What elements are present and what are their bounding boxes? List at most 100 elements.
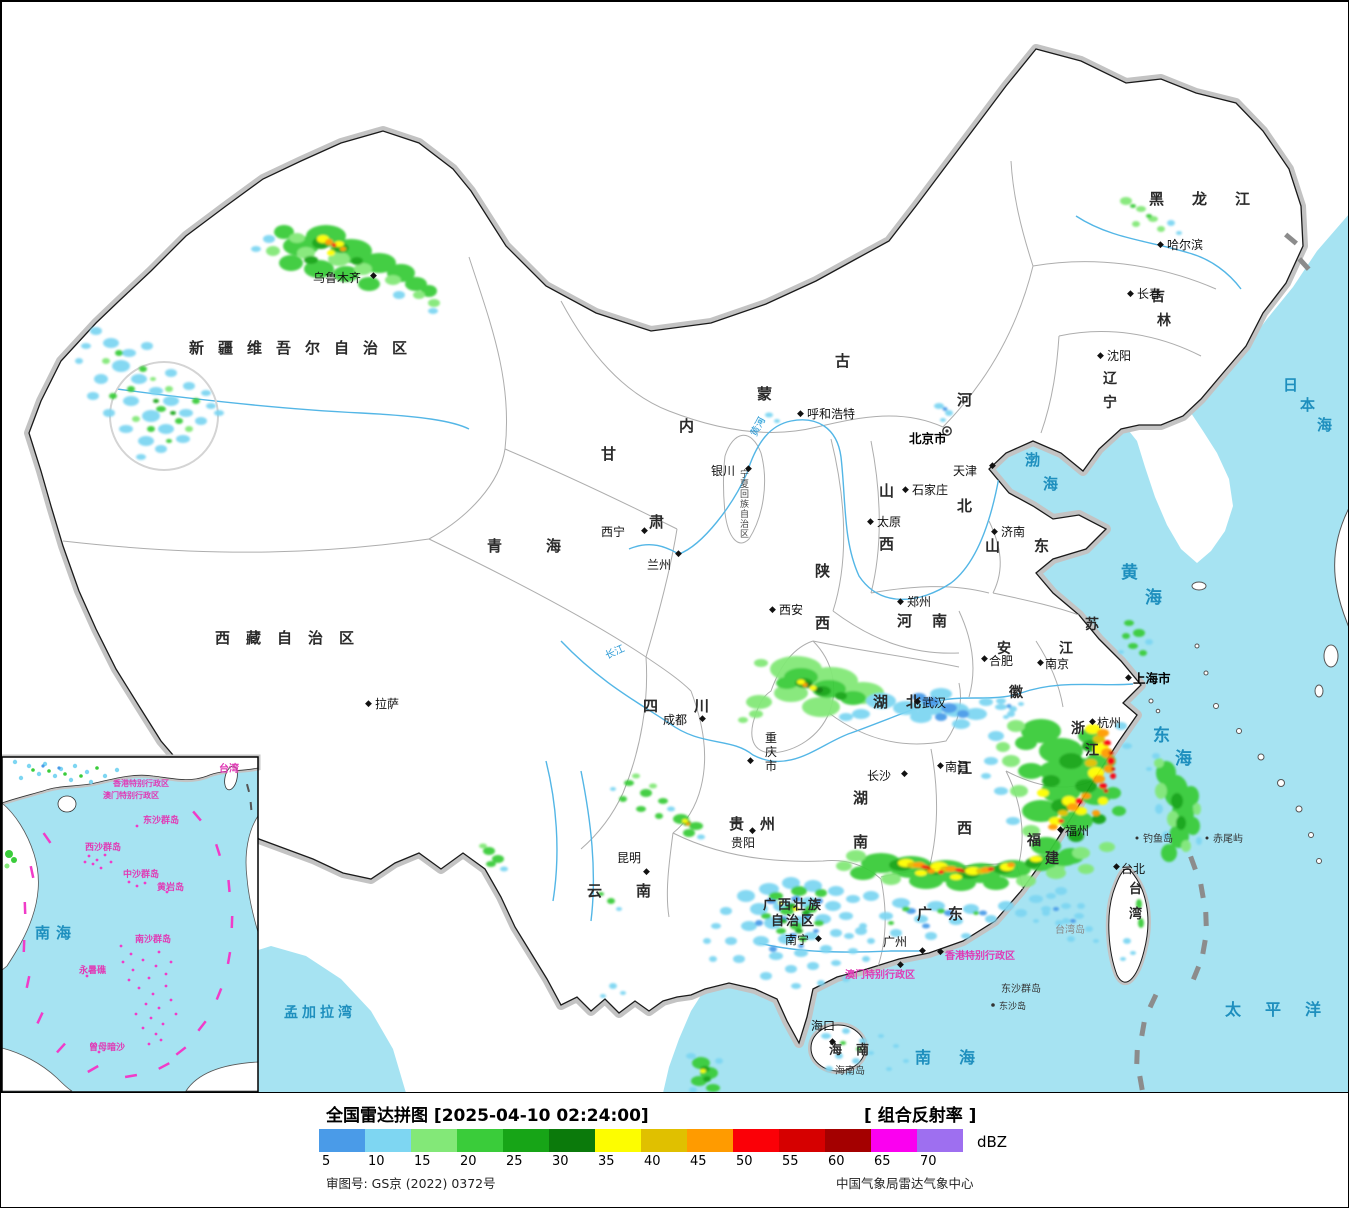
sea-bengal <box>233 946 406 1093</box>
city-label-kunming: 昆明 <box>617 851 641 865</box>
island-dot <box>991 1003 995 1007</box>
diamond-icon: ◆ <box>769 605 776 615</box>
taiwan-island <box>1105 865 1151 985</box>
province-label-gansu-char1: 肃 <box>649 513 664 531</box>
diamond-icon: ◆ <box>897 597 904 607</box>
city-labels: ◆ 乌鲁木齐 ◆ 哈尔滨 ◆ 长春 ◆ 沈阳 北京市 ◆ 天津 ◆ 石家庄 ◆ … <box>313 237 1203 1047</box>
province-label-jilin-char0: 吉 <box>1151 288 1165 305</box>
city-label-nanjing: 南京 <box>1045 656 1069 671</box>
city-label-huhehaote: 呼和浩特 <box>807 406 855 421</box>
radar-echo-southwest-small <box>479 843 508 872</box>
diamond-icon: ◆ <box>867 517 874 527</box>
diamond-icon: ◆ <box>745 464 752 474</box>
city-label-taibei: 台北 <box>1121 861 1145 876</box>
inset-nanhai-map: 台湾 香港特别行政区 澳门特别行政区 东沙群岛 西沙群岛 中沙群岛 黄岩岛 南沙… <box>1 754 261 1093</box>
radar-echo-guangxi <box>703 877 875 989</box>
diamond-icon: ◆ <box>937 947 944 957</box>
province-label-fujian-char0: 福 <box>1026 832 1041 849</box>
diamond-icon: ◆ <box>901 769 908 779</box>
diamond-icon: ◆ <box>370 271 377 281</box>
radar-echo-beijing-small <box>934 403 953 422</box>
legend-unit: dBZ <box>977 1133 1008 1151</box>
province-label-shandong: 山东 <box>985 537 1083 555</box>
radar-echo-jiangsu-coast <box>1118 620 1153 656</box>
city-label-jinan: 济南 <box>1001 524 1025 539</box>
province-label-xizang: 西藏自治区 <box>215 629 370 647</box>
province-label-zhejiang-char1: 江 <box>1085 742 1099 759</box>
inset-echo-specks <box>4 759 120 869</box>
city-label-lasa: 拉萨 <box>375 696 399 711</box>
city-label-haerbin: 哈尔滨 <box>1167 237 1203 252</box>
province-label-xinjiang: 新疆维吾尔自治区 <box>189 339 421 357</box>
legend-step-10: 10 <box>365 1129 411 1171</box>
diamond-icon: ◆ <box>989 461 996 471</box>
province-label-ningxia: 宁夏回族自治区 <box>738 468 749 539</box>
province-label-heilongjiang: 黑龙江 <box>1149 190 1278 208</box>
inset-label-dongsha: 东沙群岛 <box>143 814 179 826</box>
diamond-icon: ◆ <box>937 761 944 771</box>
province-label-fujian-char1: 建 <box>1045 850 1059 867</box>
province-label-hunan-char0: 湖 <box>853 789 868 807</box>
island-label-diaoyudao: 钓鱼岛 <box>1143 832 1173 845</box>
city-label-hongkong: 香港特别行政区 <box>945 949 1015 962</box>
island-label-chiweiyu: 赤尾屿 <box>1213 833 1243 845</box>
inset-luzon <box>245 814 259 933</box>
sea-label-ribenhai-char1: 本 <box>1300 396 1315 414</box>
rivers <box>116 215 1242 953</box>
diamond-icon: ◆ <box>902 485 909 495</box>
radar-echo-hainan-island <box>821 1028 909 1075</box>
city-label-nanchang: 南昌 <box>945 759 969 774</box>
city-label-beijing: 北京市 <box>909 431 947 446</box>
diamond-icon: ◆ <box>643 867 650 877</box>
legend-step-25: 25 <box>503 1129 549 1171</box>
island-label-taiwandao: 台湾岛 <box>1055 923 1085 936</box>
sea-east <box>663 215 1348 1093</box>
city-label-taiyuan: 太原 <box>877 514 901 529</box>
legend-step-45: 45 <box>687 1129 733 1171</box>
legend-title: 全国雷达拼图 [2025-04-10 02:24:00] <box>326 1106 649 1126</box>
city-label-chongqing-char2: 市 <box>765 758 777 773</box>
inset-label-yongshu: 永暑礁 <box>78 964 107 976</box>
inset-label-xisha: 西沙群岛 <box>85 841 121 853</box>
city-label-xian: 西安 <box>779 602 803 617</box>
radar-echo-beibu-gulf <box>600 983 723 1093</box>
diamond-icon: ◆ <box>829 1037 836 1047</box>
diamond-icon: ◆ <box>747 756 754 766</box>
province-label-jiangxi-char0: 江 <box>957 759 972 777</box>
inset-nine-dash-line <box>22 810 234 1079</box>
province-label-gansu-char0: 甘 <box>601 445 616 463</box>
inset-malay <box>1 1047 73 1092</box>
beijing-capital-icon <box>942 426 952 436</box>
inset-taiwan <box>224 765 238 791</box>
city-label-hefei: 合肥 <box>989 653 1013 668</box>
city-label-nanning: 南宁 <box>785 932 809 947</box>
japan-korea-islands <box>1148 508 1348 864</box>
radar-echo-layer <box>75 197 1202 1093</box>
province-labels: 新疆维吾尔自治区 西藏自治区 青海 甘 肃 内 蒙 古 宁夏回族自治区 陕 西 … <box>189 190 1278 1058</box>
province-label-guangxi-line1: 自治区 <box>771 913 816 929</box>
province-label-taiwan-char1: 湾 <box>1129 906 1142 922</box>
diamond-icon: ◆ <box>1113 862 1120 872</box>
island-dot <box>1135 836 1139 840</box>
sea-label-huanghai-char1: 海 <box>1145 587 1162 608</box>
province-label-jilin-char1: 林 <box>1157 312 1171 329</box>
province-label-guangdong: 广东 <box>917 905 979 923</box>
radar-echo-yunnan-south-small <box>598 892 622 911</box>
diamond-icon: ◆ <box>1089 717 1096 727</box>
city-label-lanzhou: 兰州 <box>647 558 671 572</box>
island-labels: 钓鱼岛 赤尾屿 东沙群岛 东沙岛 台湾岛 海南岛 <box>835 832 1243 1077</box>
legend-product-label: [ 组合反射率 ] <box>864 1106 977 1126</box>
inset-label-nansha: 南沙群岛 <box>135 933 171 945</box>
province-label-jiangxi-char1: 西 <box>957 819 972 837</box>
province-label-anhui-char1: 徽 <box>1008 684 1024 701</box>
legend-step-40: 40 <box>641 1129 687 1171</box>
province-label-neimenggu-char0: 内 <box>679 417 694 435</box>
diamond-icon: ◆ <box>897 960 904 970</box>
diamond-icon: ◆ <box>749 826 756 836</box>
city-label-xining: 西宁 <box>601 524 625 539</box>
sea-label-taipingyang: 太平洋 <box>1224 1000 1345 1019</box>
radar-echo-taiwan-east <box>1146 753 1202 862</box>
diamond-icon: ◆ <box>1157 240 1164 250</box>
inset-sea <box>2 757 258 1092</box>
